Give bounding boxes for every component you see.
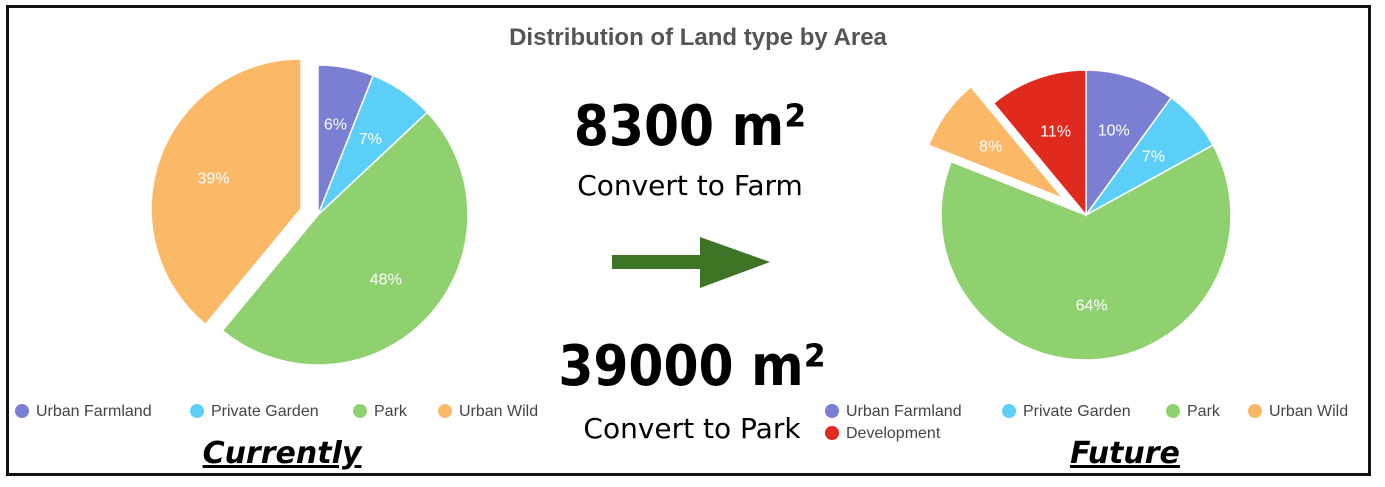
- legend-label-park: Park: [1187, 403, 1221, 420]
- pie-slice-development: [992, 69, 1087, 218]
- pie-label-private-garden: 7%: [359, 131, 382, 148]
- pie-label-urban-wild: 39%: [198, 170, 230, 187]
- pie-label-urban-farmland: 6%: [324, 117, 347, 134]
- chart-title: Distribution of Land type by Area: [509, 24, 887, 51]
- farm-conversion-label: Convert to Farm: [577, 169, 803, 202]
- legend-swatch-development: [825, 426, 839, 440]
- farm-conversion-amount: 8300 m²: [574, 94, 806, 159]
- legend-label-urban-farmland: Urban Farmland: [36, 403, 152, 420]
- pie-label-development: 11%: [1040, 123, 1071, 140]
- pie-slice-urban-wild: [927, 85, 1064, 200]
- pie-label-urban-farmland: 10%: [1098, 123, 1130, 140]
- legend-current: Urban Farmland Private Garden Park Urban Wi…: [15, 403, 538, 420]
- caption-future: Future: [1070, 436, 1180, 471]
- legend-label-park: Park: [374, 403, 408, 420]
- park-conversion-amount: 39000 m²: [558, 334, 825, 399]
- pie-slice-urban-farmland: [1085, 69, 1173, 218]
- legend-swatch-private-garden: [1002, 404, 1016, 418]
- arrow-icon: [612, 237, 770, 288]
- legend-label-development: Development: [846, 425, 941, 442]
- caption-currently: Currently: [203, 436, 363, 471]
- pie-chart-current: 6% 7% 48% 39%: [150, 58, 469, 366]
- pie-slice-park: [940, 144, 1232, 361]
- legend-label-urban-wild: Urban Wild: [459, 403, 538, 420]
- legend-swatch-park: [1166, 404, 1180, 418]
- pie-label-park: 48%: [370, 272, 402, 289]
- pie-label-private-garden: 7%: [1142, 149, 1165, 166]
- legend-swatch-urban-wild: [1248, 404, 1262, 418]
- legend-swatch-urban-farmland: [825, 404, 839, 418]
- pie-chart-future: 10% 7% 64% 8% 11%: [927, 69, 1232, 361]
- legend-future: Urban Farmland Private Garden Park Urban Wi…: [825, 403, 1348, 442]
- pie-slice-urban-wild: [150, 58, 302, 326]
- legend-label-private-garden: Private Garden: [211, 403, 319, 420]
- legend-label-urban-wild: Urban Wild: [1269, 403, 1348, 420]
- legend-swatch-park: [353, 404, 367, 418]
- legend-label-urban-farmland: Urban Farmland: [846, 403, 962, 420]
- legend-label-private-garden: Private Garden: [1023, 403, 1131, 420]
- legend-swatch-private-garden: [190, 404, 204, 418]
- pie-label-urban-wild: 8%: [979, 139, 1002, 156]
- pie-label-park: 64%: [1076, 298, 1108, 315]
- pie-slice-park: [221, 111, 469, 366]
- legend-swatch-urban-wild: [438, 404, 452, 418]
- park-conversion-label: Convert to Park: [583, 412, 801, 445]
- legend-swatch-urban-farmland: [15, 404, 29, 418]
